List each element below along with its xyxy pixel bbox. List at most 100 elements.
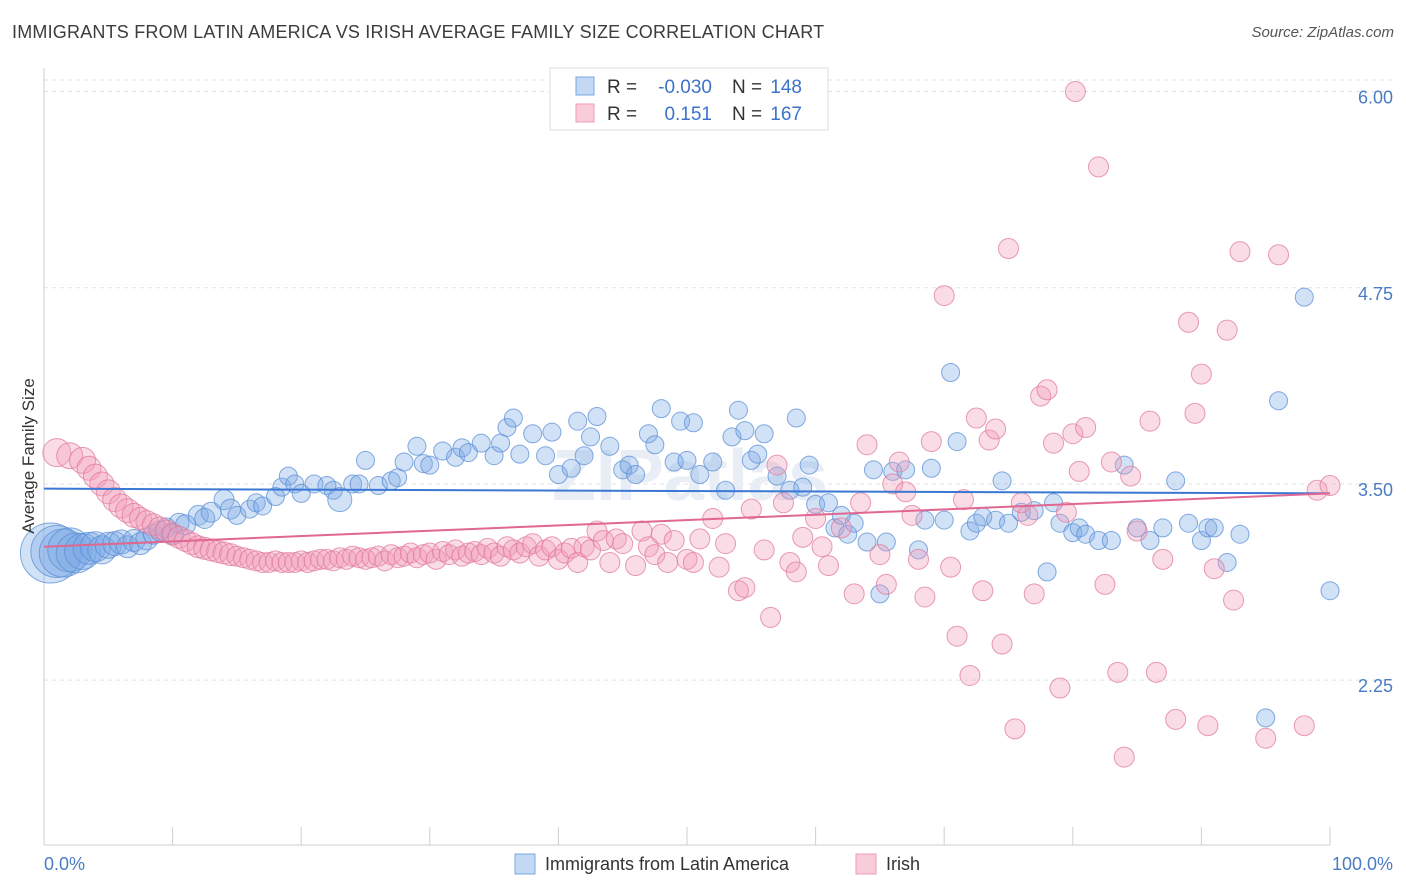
data-point — [857, 532, 877, 552]
bottom-legend-label-latin-america: Immigrants from Latin America — [545, 854, 790, 874]
data-point — [735, 421, 755, 441]
legend-n-label-0: N = — [732, 77, 762, 98]
data-point — [727, 580, 749, 602]
data-point — [619, 455, 639, 475]
y-tick-label: 6.00 — [1358, 88, 1393, 108]
data-point — [888, 451, 910, 473]
legend-n-value-0: 148 — [770, 77, 802, 98]
trend-line-1 — [43, 492, 1331, 548]
y-tick-label: 4.75 — [1358, 284, 1393, 304]
trend-lines — [43, 487, 1331, 548]
data-point — [394, 452, 414, 472]
data-point — [612, 533, 634, 555]
data-point — [1064, 81, 1086, 103]
legend-r-label-1: R = — [607, 104, 637, 125]
data-point — [496, 536, 518, 558]
bottom-legend-swatch-irish — [855, 853, 877, 875]
data-point — [446, 447, 466, 467]
data-point — [792, 526, 814, 548]
data-point — [1126, 520, 1148, 542]
data-point — [1190, 363, 1212, 385]
data-point — [1049, 677, 1071, 699]
x-tick-marks — [43, 827, 1331, 845]
data-point — [497, 417, 517, 437]
data-point — [690, 465, 710, 485]
data-point — [600, 436, 620, 456]
data-point — [785, 561, 807, 583]
data-point — [844, 513, 864, 533]
data-point — [793, 477, 813, 497]
data-point — [265, 487, 285, 507]
data-point — [1062, 423, 1084, 445]
data-point — [999, 513, 1018, 533]
data-point — [1153, 518, 1173, 538]
data-point — [348, 547, 370, 569]
data-point — [689, 528, 711, 550]
legend-r-value-0: -0.030 — [658, 77, 712, 98]
data-point — [805, 508, 827, 530]
legend-r-value-1: 0.151 — [664, 104, 712, 125]
data-point — [998, 238, 1019, 260]
data-point — [921, 458, 941, 478]
data-point — [342, 545, 364, 567]
data-point — [1036, 379, 1058, 401]
data-point — [568, 411, 588, 431]
data-point — [753, 539, 775, 561]
data-point — [901, 504, 923, 526]
data-point — [645, 435, 665, 455]
data-point — [1120, 465, 1142, 487]
data-point — [908, 540, 928, 560]
data-point — [914, 586, 936, 608]
data-point — [290, 550, 312, 572]
series-latin-america — [19, 287, 1340, 728]
data-point — [167, 525, 191, 549]
data-point — [148, 516, 172, 540]
data-point — [850, 492, 872, 514]
data-point — [941, 363, 961, 383]
data-point — [285, 474, 305, 494]
data-point — [838, 524, 858, 544]
data-point — [1030, 385, 1052, 407]
data-point — [863, 460, 883, 480]
data-point — [786, 408, 806, 428]
legend-swatch-latin-america — [575, 76, 595, 96]
data-point — [573, 536, 595, 558]
data-point — [1107, 661, 1129, 683]
x-tick-label-left: 0.0% — [44, 854, 85, 874]
data-point — [458, 443, 478, 463]
y-axis-label: Average Family Size — [19, 378, 38, 534]
data-point — [1043, 432, 1065, 454]
legend-swatch-irish — [575, 103, 595, 123]
data-point — [161, 522, 185, 546]
data-point — [135, 510, 159, 534]
data-point — [69, 446, 97, 474]
data-point — [271, 551, 293, 573]
data-point — [19, 522, 81, 584]
data-point — [355, 548, 376, 570]
data-point — [934, 510, 954, 530]
data-point — [1191, 530, 1211, 550]
data-point — [561, 458, 581, 478]
data-point — [946, 625, 968, 647]
x-tick-label-right: 100.0% — [1332, 854, 1393, 874]
data-point — [760, 606, 782, 628]
data-point — [1004, 718, 1026, 740]
data-point — [638, 424, 658, 444]
data-point — [626, 465, 646, 485]
data-point — [1268, 244, 1290, 266]
data-point — [343, 474, 363, 494]
data-point — [978, 429, 1000, 451]
data-point — [965, 407, 987, 429]
data-point — [663, 529, 685, 551]
data-point — [1229, 241, 1251, 263]
data-point — [1223, 589, 1245, 611]
legend-n-value-1: 167 — [770, 104, 802, 125]
data-point — [567, 551, 589, 573]
data-point — [1152, 548, 1174, 570]
data-point — [876, 532, 896, 552]
data-point — [907, 548, 929, 570]
data-point — [1050, 513, 1070, 533]
legend-frame — [549, 67, 829, 131]
data-point — [959, 664, 981, 686]
bottom-legend-swatch-latin-america — [514, 853, 536, 875]
